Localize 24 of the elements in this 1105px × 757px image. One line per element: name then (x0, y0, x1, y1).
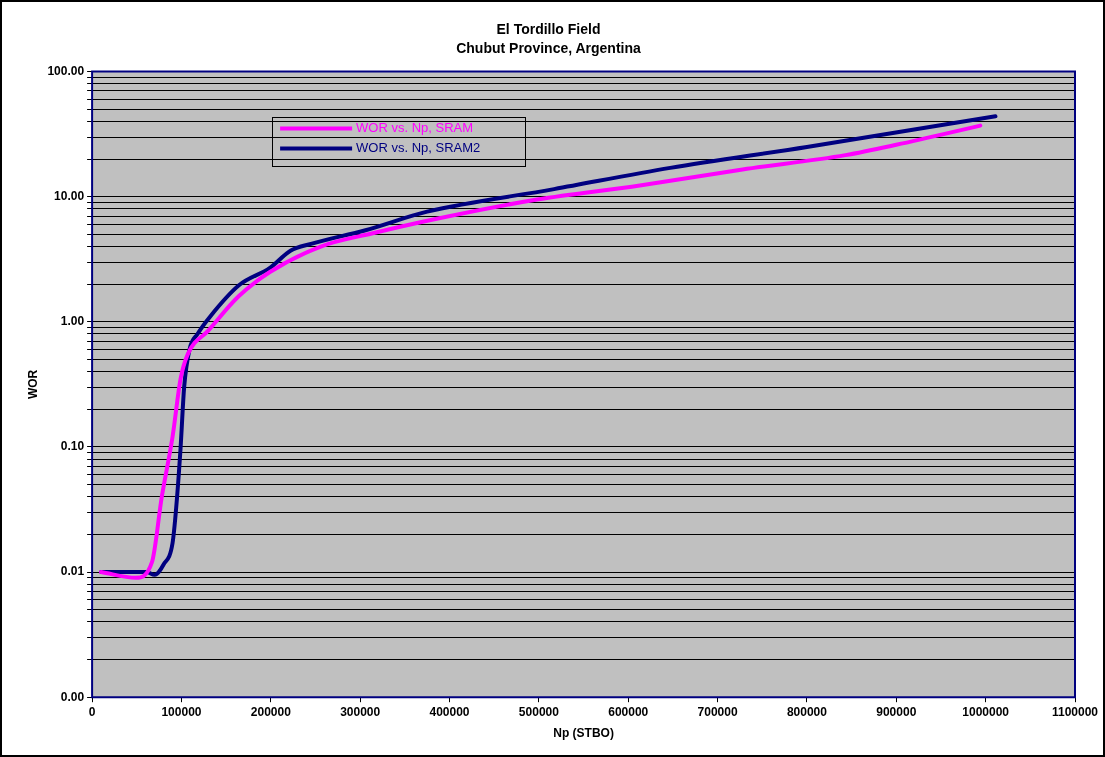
x-tick-label: 1100000 (1051, 704, 1099, 719)
x-tick-label: 300000 (340, 704, 381, 719)
y-tick-label: 0.01 (60, 564, 85, 579)
chart-subtitle: Chubut Province, Argentina (456, 40, 642, 57)
chart-title: El Tordillo Field (496, 21, 601, 38)
y-tick-label: 0.10 (60, 439, 85, 454)
y-tick-label: 1.00 (60, 314, 85, 329)
x-tick-label: 1000000 (962, 704, 1010, 719)
x-tick-label: 500000 (518, 704, 560, 719)
y-tick-label: 10.00 (54, 189, 85, 204)
x-tick-label: 200000 (250, 704, 292, 719)
y-tick-label: 0.00 (60, 689, 85, 704)
x-tick-label: 100000 (161, 704, 202, 719)
x-tick-label: 700000 (697, 704, 738, 719)
text: WOR vs. Np, SRAM (356, 120, 474, 136)
x-axis-title: Np (STBO) (553, 726, 614, 741)
x-tick-label: 900000 (876, 704, 917, 719)
y-tick-label: 100.00 (47, 63, 85, 78)
text: WOR vs. Np, SRAM2 (356, 140, 481, 156)
x-tick-label: 400000 (429, 704, 470, 719)
y-axis-title: WOR (25, 369, 40, 400)
x-tick-label: 0 (88, 704, 96, 719)
x-tick-label: 600000 (608, 704, 649, 719)
x-tick-label: 800000 (786, 704, 828, 719)
